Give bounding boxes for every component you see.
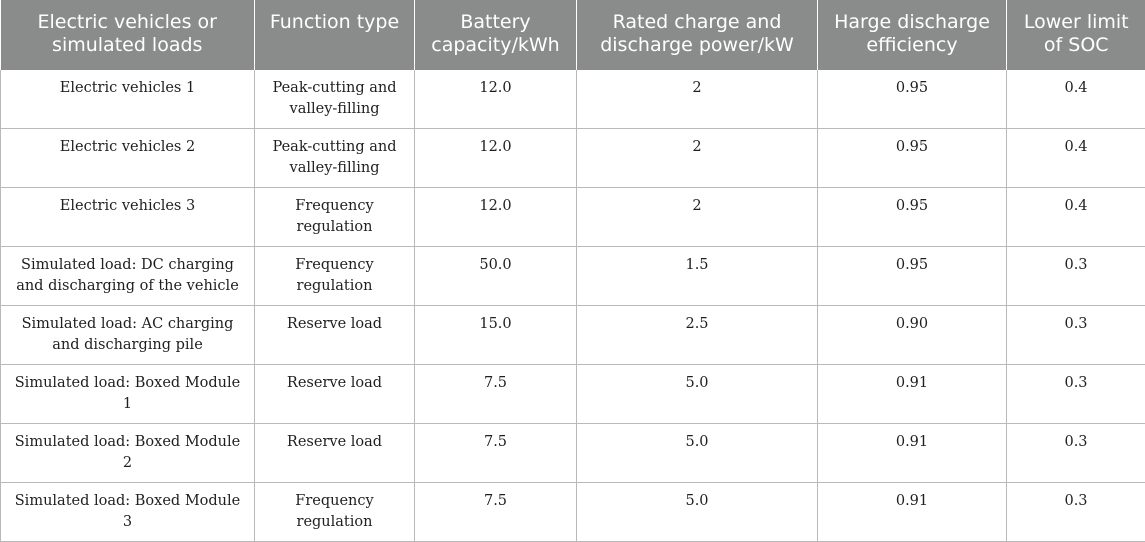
table-cell: Simulated load: Boxed Module 2 — [1, 424, 255, 483]
table-cell: Simulated load: DC charging and discharg… — [1, 247, 255, 306]
header-row: Electric vehicles or simulated loads Fun… — [1, 0, 1145, 70]
table-cell: Simulated load: AC charging and discharg… — [1, 306, 255, 365]
table-cell: 0.4 — [1007, 188, 1145, 247]
table-cell: 5.0 — [577, 365, 818, 424]
table-row: Simulated load: Boxed Module 1 Reserve l… — [1, 365, 1145, 424]
table-cell: 0.91 — [818, 365, 1007, 424]
table-row: Electric vehicles 2 Peak-cutting and val… — [1, 129, 1145, 188]
table-cell: Frequency regulation — [255, 483, 415, 542]
header-cell-function-type: Function type — [255, 0, 415, 70]
table-cell: 2 — [577, 129, 818, 188]
table-row: Simulated load: Boxed Module 3 Frequency… — [1, 483, 1145, 542]
table-cell: Frequency regulation — [255, 188, 415, 247]
table-cell: 7.5 — [415, 365, 577, 424]
table-cell: 0.3 — [1007, 247, 1145, 306]
header-cell-rated-power: Rated charge and discharge power/kW — [577, 0, 818, 70]
table-cell: 5.0 — [577, 424, 818, 483]
header-cell-soc-limit: Lower limit of SOC — [1007, 0, 1145, 70]
table-row: Electric vehicles 3 Frequency regulation… — [1, 188, 1145, 247]
table-cell: 0.91 — [818, 483, 1007, 542]
header-cell-efficiency: Harge discharge efficiency — [818, 0, 1007, 70]
table-cell: 7.5 — [415, 483, 577, 542]
table-cell: 12.0 — [415, 70, 577, 129]
table-cell: 2 — [577, 188, 818, 247]
header-cell-battery-capacity: Battery capacity/kWh — [415, 0, 577, 70]
table-cell: Frequency regulation — [255, 247, 415, 306]
table-cell: 7.5 — [415, 424, 577, 483]
table-row: Simulated load: AC charging and discharg… — [1, 306, 1145, 365]
table-cell: Peak-cutting and valley-filling — [255, 129, 415, 188]
table-cell: Peak-cutting and valley-filling — [255, 70, 415, 129]
table-cell: Electric vehicles 3 — [1, 188, 255, 247]
table-cell: Reserve load — [255, 306, 415, 365]
table-cell: Reserve load — [255, 424, 415, 483]
table-cell: 0.95 — [818, 247, 1007, 306]
table-cell: 12.0 — [415, 188, 577, 247]
table-cell: 50.0 — [415, 247, 577, 306]
table-cell: 0.4 — [1007, 70, 1145, 129]
table-cell: 0.3 — [1007, 306, 1145, 365]
header-cell-load: Electric vehicles or simulated loads — [1, 0, 255, 70]
table-header: Electric vehicles or simulated loads Fun… — [1, 0, 1145, 70]
table-cell: 2 — [577, 70, 818, 129]
table-cell: 0.91 — [818, 424, 1007, 483]
table-cell: 0.90 — [818, 306, 1007, 365]
table-cell: Electric vehicles 2 — [1, 129, 255, 188]
table-cell: 0.3 — [1007, 365, 1145, 424]
table-cell: 2.5 — [577, 306, 818, 365]
table-cell: 12.0 — [415, 129, 577, 188]
table-cell: 0.95 — [818, 188, 1007, 247]
table-cell: 1.5 — [577, 247, 818, 306]
table-cell: 0.3 — [1007, 483, 1145, 542]
table-cell: 0.4 — [1007, 129, 1145, 188]
table-cell: Simulated load: Boxed Module 1 — [1, 365, 255, 424]
table-cell: 5.0 — [577, 483, 818, 542]
table-row: Electric vehicles 1 Peak-cutting and val… — [1, 70, 1145, 129]
table-body: Electric vehicles 1 Peak-cutting and val… — [1, 70, 1145, 542]
table-cell: 0.95 — [818, 70, 1007, 129]
table-cell: 0.3 — [1007, 424, 1145, 483]
table-cell: Reserve load — [255, 365, 415, 424]
table-cell: 15.0 — [415, 306, 577, 365]
table-cell: 0.95 — [818, 129, 1007, 188]
table-cell: Simulated load: Boxed Module 3 — [1, 483, 255, 542]
table-row: Simulated load: DC charging and discharg… — [1, 247, 1145, 306]
table-row: Simulated load: Boxed Module 2 Reserve l… — [1, 424, 1145, 483]
table-cell: Electric vehicles 1 — [1, 70, 255, 129]
